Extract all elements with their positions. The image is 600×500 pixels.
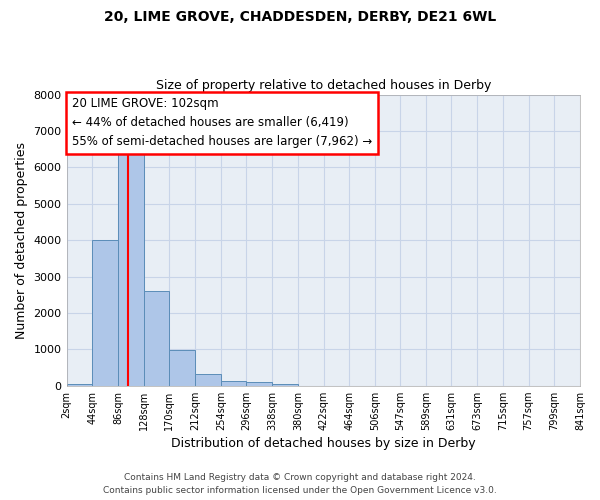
Bar [169,350,195,386]
Title: Size of property relative to detached houses in Derby: Size of property relative to detached ho… [155,79,491,92]
Y-axis label: Number of detached properties: Number of detached properties [15,142,28,338]
Bar [247,382,272,386]
Bar [92,240,118,386]
Bar [272,384,298,386]
Text: Contains HM Land Registry data © Crown copyright and database right 2024.
Contai: Contains HM Land Registry data © Crown c… [103,474,497,495]
Bar [195,374,221,386]
Bar [143,291,169,386]
X-axis label: Distribution of detached houses by size in Derby: Distribution of detached houses by size … [171,437,476,450]
Text: 20 LIME GROVE: 102sqm
← 44% of detached houses are smaller (6,419)
55% of semi-d: 20 LIME GROVE: 102sqm ← 44% of detached … [71,98,372,148]
Bar [221,381,247,386]
Bar [118,148,143,386]
Text: 20, LIME GROVE, CHADDESDEN, DERBY, DE21 6WL: 20, LIME GROVE, CHADDESDEN, DERBY, DE21 … [104,10,496,24]
Bar [67,384,92,386]
